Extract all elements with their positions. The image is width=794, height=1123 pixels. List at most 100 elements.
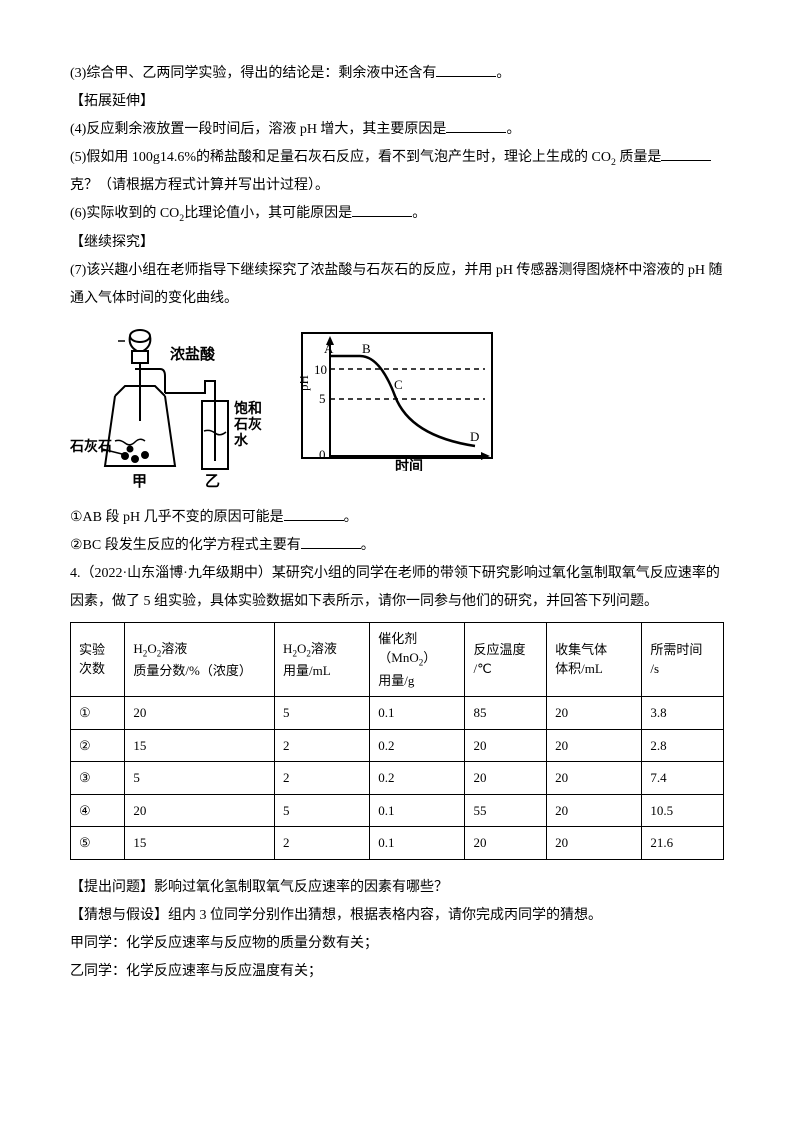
text: 比理论值小，其可能原因是 [184, 206, 352, 221]
text: ②BC 段发生反应的化学方程式主要有 [70, 538, 301, 553]
cell: 20 [547, 697, 642, 730]
cell: 20 [125, 697, 275, 730]
para-5b: 克？（请根据方程式计算并写出计过程）。 [70, 172, 724, 200]
para-4: (4)反应剩余液放置一段时间后，溶液 pH 增大，其主要原因是 。 [70, 116, 724, 144]
cell: 21.6 [642, 827, 724, 860]
table-row: 实验次数 H2O2溶液质量分数/%（浓度） H2O2溶液用量/mL 催化剂（Mn… [71, 622, 724, 696]
table-row: ①2050.185203.8 [71, 697, 724, 730]
text: 质量是 [616, 150, 662, 165]
cell: 2 [275, 729, 370, 762]
cell: 15 [125, 729, 275, 762]
cell: 5 [275, 794, 370, 827]
point-c: C [394, 377, 403, 392]
point-a: A [324, 341, 334, 356]
cell: 55 [465, 794, 547, 827]
blank [301, 534, 361, 549]
cell: 20 [547, 762, 642, 795]
heading-ext: 【拓展延伸】 [70, 88, 724, 116]
label: 甲 [132, 473, 147, 490]
cell: ③ [71, 762, 125, 795]
text: (4)反应剩余液放置一段时间后，溶液 pH 增大，其主要原因是 [70, 122, 446, 137]
cell: 5 [275, 697, 370, 730]
text: 。 [344, 510, 358, 525]
label: 饱和 [234, 400, 262, 417]
text: 。 [361, 538, 375, 553]
table-row: ③520.220207.4 [71, 762, 724, 795]
point-d: D [470, 429, 479, 444]
cell: 7.4 [642, 762, 724, 795]
th: H2O2溶液用量/mL [275, 622, 370, 696]
para-s1: 甲同学：化学反应速率与反应物的质量分数有关； [70, 930, 724, 958]
para-q1: ①AB 段 pH 几乎不变的原因可能是 。 [70, 504, 724, 532]
tick: 10 [314, 362, 327, 377]
cell: 20 [465, 827, 547, 860]
table-row: ⑤1520.1202021.6 [71, 827, 724, 860]
label: 水 [234, 432, 249, 449]
label: 石灰 [233, 416, 262, 433]
blank [352, 202, 412, 217]
point-b: B [362, 341, 371, 356]
blank [436, 62, 496, 77]
text: 。 [496, 66, 510, 81]
th: H2O2溶液质量分数/%（浓度） [125, 622, 275, 696]
cell: 20 [547, 827, 642, 860]
blank [284, 506, 344, 521]
ylabel: pH [300, 375, 311, 391]
ph-chart: 10 5 0 pH 时间 A B C D [300, 331, 540, 471]
cell: ④ [71, 794, 125, 827]
cell: 85 [465, 697, 547, 730]
cell: 20 [465, 762, 547, 795]
th: 反应温度/℃ [465, 622, 547, 696]
para-3: (3)综合甲、乙两同学实验，得出的结论是：剩余液中还含有。 [70, 60, 724, 88]
data-table: 实验次数 H2O2溶液质量分数/%（浓度） H2O2溶液用量/mL 催化剂（Mn… [70, 622, 724, 860]
text: 。 [506, 122, 520, 137]
blank [446, 118, 506, 133]
xlabel: 时间 [395, 458, 423, 471]
th: 所需时间/s [642, 622, 724, 696]
label: 石灰石 [70, 438, 112, 455]
tick: 5 [319, 391, 326, 406]
blank [661, 146, 711, 161]
cell: 3.8 [642, 697, 724, 730]
cell: 2 [275, 762, 370, 795]
para-q2: ②BC 段发生反应的化学方程式主要有 。 [70, 532, 724, 560]
cell: 20 [465, 729, 547, 762]
cell: 0.2 [370, 729, 465, 762]
table-row: ④2050.1552010.5 [71, 794, 724, 827]
para-7: (7)该兴趣小组在老师指导下继续探究了浓盐酸与石灰石的反应，并用 pH 传感器测… [70, 257, 724, 313]
label: 浓盐酸 [170, 345, 216, 363]
cell: 0.2 [370, 762, 465, 795]
cell: ⑤ [71, 827, 125, 860]
cell: 0.1 [370, 794, 465, 827]
cell: 0.1 [370, 697, 465, 730]
cell: ① [71, 697, 125, 730]
para-6: (6)实际收到的 CO2比理论值小，其可能原因是。 [70, 200, 724, 228]
cell: 20 [547, 794, 642, 827]
cell: 20 [125, 794, 275, 827]
th: 收集气体体积/mL [547, 622, 642, 696]
cell: 20 [547, 729, 642, 762]
text: (6)实际收到的 CO [70, 206, 179, 221]
cell: 15 [125, 827, 275, 860]
cell: 5 [125, 762, 275, 795]
heading-q: 【提出问题】影响过氧化氢制取氧气反应速率的因素有哪些？ [70, 874, 724, 902]
heading-cont: 【继续探究】 [70, 229, 724, 257]
cell: 0.1 [370, 827, 465, 860]
table-row: ②1520.220202.8 [71, 729, 724, 762]
para-s2: 乙同学：化学反应速率与反应温度有关； [70, 958, 724, 986]
cell: 2.8 [642, 729, 724, 762]
th: 实验次数 [71, 622, 125, 696]
apparatus-diagram: 浓盐酸 饱和 石灰 水 石灰石 甲 乙 [70, 321, 270, 496]
cell: ② [71, 729, 125, 762]
text: 。 [412, 206, 426, 221]
tick: 0 [319, 447, 326, 462]
cell-text: 实验次数 [79, 642, 105, 677]
para-q4: 4.（2022·山东淄博·九年级期中）某研究小组的同学在老师的带领下研究影响过氧… [70, 560, 724, 616]
diagram-row: 浓盐酸 饱和 石灰 水 石灰石 甲 乙 10 5 0 pH 时间 A B C D [70, 321, 724, 496]
para-5a: (5)假如用 100g14.6%的稀盐酸和足量石灰石反应，看不到气泡产生时，理论… [70, 144, 724, 172]
text: ①AB 段 pH 几乎不变的原因可能是 [70, 510, 284, 525]
label: 乙 [205, 474, 220, 490]
text: (5)假如用 100g14.6%的稀盐酸和足量石灰石反应，看不到气泡产生时，理论… [70, 150, 611, 165]
para-hyp: 【猜想与假设】组内 3 位同学分别作出猜想，根据表格内容，请你完成丙同学的猜想。 [70, 902, 724, 930]
cell: 10.5 [642, 794, 724, 827]
